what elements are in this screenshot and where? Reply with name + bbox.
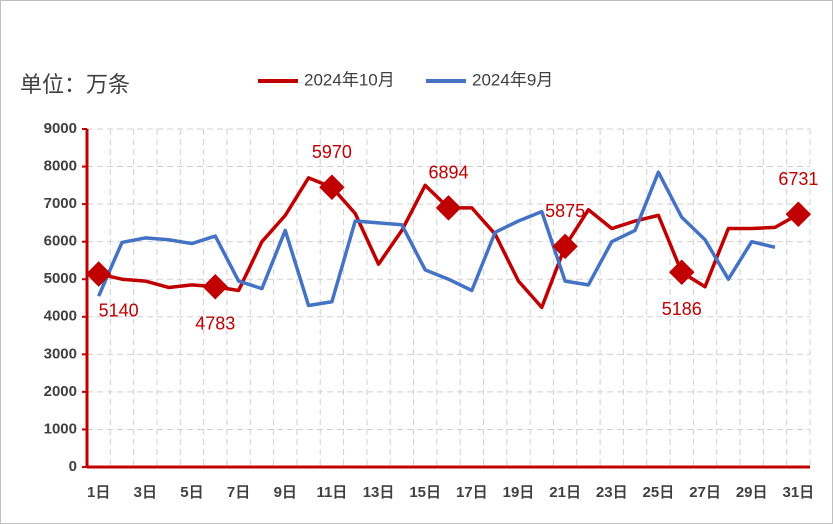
y-tick-label: 4000 — [44, 308, 77, 325]
marker — [319, 174, 345, 200]
x-tick-label: 3日 — [134, 484, 157, 501]
x-tick-label: 19日 — [503, 484, 535, 501]
y-tick-label: 3000 — [44, 345, 77, 362]
y-tick-label: 1000 — [44, 420, 77, 437]
x-tick-label: 13日 — [363, 484, 395, 501]
y-tick-label: 0 — [69, 458, 77, 475]
y-tick-label: 7000 — [44, 195, 77, 212]
x-tick-label: 23日 — [596, 484, 628, 501]
marker — [85, 261, 112, 287]
marker — [202, 274, 229, 300]
y-tick-label: 5000 — [44, 270, 77, 287]
series-line — [97, 170, 776, 308]
annotation: 5186 — [662, 299, 702, 319]
y-tick-label: 6000 — [44, 233, 77, 250]
x-tick-label: 7日 — [227, 484, 250, 501]
annotation: 6894 — [428, 163, 468, 183]
x-tick-label: 31日 — [782, 484, 814, 501]
y-tick-label: 2000 — [44, 383, 77, 400]
annotation: 5875 — [545, 201, 585, 221]
x-tick-label: 17日 — [456, 484, 488, 501]
legend-label: 2024年9月 — [472, 70, 553, 89]
marker — [552, 233, 578, 260]
marker — [668, 259, 695, 285]
x-tick-label: 1日 — [87, 484, 110, 501]
marker — [435, 195, 462, 221]
y-tick-label: 9000 — [44, 120, 77, 137]
y-tick-label: 8000 — [44, 158, 77, 175]
x-tick-label: 5日 — [180, 484, 203, 501]
annotation: 5970 — [312, 142, 352, 162]
x-tick-label: 11日 — [316, 484, 347, 501]
annotation: 5140 — [99, 301, 139, 321]
marker — [785, 201, 812, 227]
x-tick-label: 25日 — [643, 484, 675, 501]
x-tick-label: 27日 — [689, 484, 721, 501]
chart-title: 单位：万条 — [20, 72, 130, 97]
x-tick-label: 15日 — [409, 484, 441, 501]
legend-label: 2024年10月 — [304, 70, 395, 89]
annotation: 4783 — [195, 313, 235, 333]
annotation: 6731 — [778, 169, 818, 189]
x-tick-label: 21日 — [549, 484, 581, 501]
x-tick-label: 29日 — [736, 484, 768, 501]
x-tick-label: 9日 — [274, 484, 297, 501]
